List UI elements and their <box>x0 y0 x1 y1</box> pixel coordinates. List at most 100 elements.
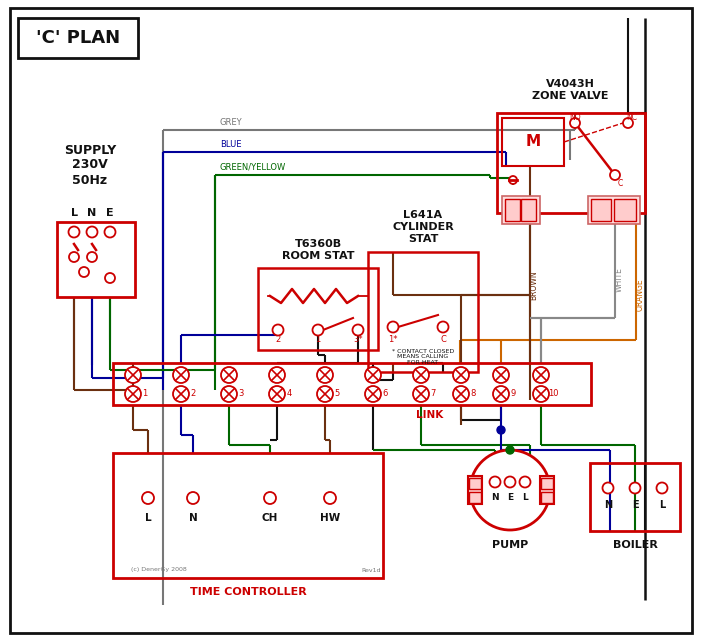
Bar <box>541 478 553 489</box>
Circle shape <box>413 386 429 402</box>
Text: N: N <box>604 500 612 510</box>
Circle shape <box>497 426 505 434</box>
Circle shape <box>272 324 284 335</box>
Text: 5: 5 <box>334 390 340 399</box>
Bar <box>502 118 564 166</box>
Text: (c) DenerGy 2008: (c) DenerGy 2008 <box>131 567 187 572</box>
Text: N: N <box>491 494 499 503</box>
Circle shape <box>187 492 199 504</box>
Circle shape <box>125 367 141 383</box>
Text: CH: CH <box>262 513 278 523</box>
Circle shape <box>142 492 154 504</box>
Circle shape <box>489 476 501 488</box>
Circle shape <box>453 386 469 402</box>
Text: 1*: 1* <box>388 335 398 344</box>
Text: BLUE: BLUE <box>220 140 241 149</box>
Bar <box>502 196 540 224</box>
Circle shape <box>87 252 97 262</box>
Circle shape <box>317 386 333 402</box>
Circle shape <box>509 176 517 184</box>
Text: L: L <box>522 494 528 503</box>
Circle shape <box>125 386 141 402</box>
Text: ORANGE: ORANGE <box>635 279 644 312</box>
Text: 3*: 3* <box>353 335 363 344</box>
Bar <box>468 476 482 504</box>
Text: TIME CONTROLLER: TIME CONTROLLER <box>190 587 306 597</box>
Text: L: L <box>659 500 665 510</box>
Text: T6360B
ROOM STAT: T6360B ROOM STAT <box>282 239 355 261</box>
Text: NO: NO <box>569 113 581 122</box>
Circle shape <box>493 367 509 383</box>
Text: 4: 4 <box>286 390 291 399</box>
Circle shape <box>317 367 333 383</box>
Circle shape <box>453 367 469 383</box>
Circle shape <box>264 492 276 504</box>
Circle shape <box>656 483 668 494</box>
Text: L: L <box>145 513 152 523</box>
Text: 7: 7 <box>430 390 436 399</box>
Circle shape <box>69 252 79 262</box>
Circle shape <box>352 324 364 335</box>
Text: 3: 3 <box>238 390 244 399</box>
Text: WHITE: WHITE <box>614 267 623 292</box>
Circle shape <box>269 386 285 402</box>
Text: PUMP: PUMP <box>492 540 528 550</box>
Circle shape <box>173 367 189 383</box>
Circle shape <box>324 492 336 504</box>
Text: SUPPLY
230V
50Hz: SUPPLY 230V 50Hz <box>64 144 116 187</box>
Bar <box>590 463 680 531</box>
Text: 9: 9 <box>510 390 516 399</box>
Circle shape <box>413 367 429 383</box>
Text: GREY: GREY <box>220 118 243 127</box>
Bar <box>614 199 636 221</box>
Circle shape <box>365 367 381 383</box>
Text: E: E <box>106 208 114 218</box>
Circle shape <box>312 324 324 335</box>
Text: 2: 2 <box>190 390 196 399</box>
Text: E: E <box>507 494 513 503</box>
Text: N: N <box>189 513 197 523</box>
Bar <box>588 196 640 224</box>
Circle shape <box>221 367 237 383</box>
Text: L641A
CYLINDER
STAT: L641A CYLINDER STAT <box>392 210 454 244</box>
Text: M: M <box>525 135 541 149</box>
Bar <box>540 476 554 504</box>
Text: GREEN/YELLOW: GREEN/YELLOW <box>220 163 286 172</box>
Bar <box>258 268 378 350</box>
Circle shape <box>69 226 79 238</box>
Text: 1: 1 <box>143 390 147 399</box>
Text: 10: 10 <box>548 390 558 399</box>
Circle shape <box>519 476 531 488</box>
Bar <box>469 492 481 503</box>
Circle shape <box>493 386 509 402</box>
Circle shape <box>365 386 381 402</box>
Text: Rev1d: Rev1d <box>361 567 380 572</box>
Text: BROWN: BROWN <box>529 271 538 300</box>
Bar <box>521 199 536 221</box>
Circle shape <box>623 118 633 128</box>
Text: * CONTACT CLOSED
MEANS CALLING
FOR HEAT: * CONTACT CLOSED MEANS CALLING FOR HEAT <box>392 349 454 365</box>
Text: NC: NC <box>626 113 637 122</box>
Bar <box>113 363 591 405</box>
Circle shape <box>630 483 640 494</box>
Text: C: C <box>617 178 623 188</box>
Circle shape <box>388 322 399 333</box>
Bar <box>368 252 478 372</box>
Circle shape <box>470 450 550 530</box>
Circle shape <box>221 386 237 402</box>
Bar <box>497 113 645 213</box>
Bar <box>541 492 553 503</box>
Bar <box>57 222 135 297</box>
Bar <box>505 199 520 221</box>
Circle shape <box>105 226 116 238</box>
Circle shape <box>505 476 515 488</box>
Text: 1: 1 <box>315 335 321 344</box>
Text: 'C' PLAN: 'C' PLAN <box>36 29 120 47</box>
Circle shape <box>570 118 580 128</box>
Text: L: L <box>72 208 79 218</box>
Text: LINK: LINK <box>416 410 444 420</box>
Circle shape <box>533 367 549 383</box>
Circle shape <box>610 170 620 180</box>
Text: C: C <box>440 335 446 344</box>
Circle shape <box>269 367 285 383</box>
